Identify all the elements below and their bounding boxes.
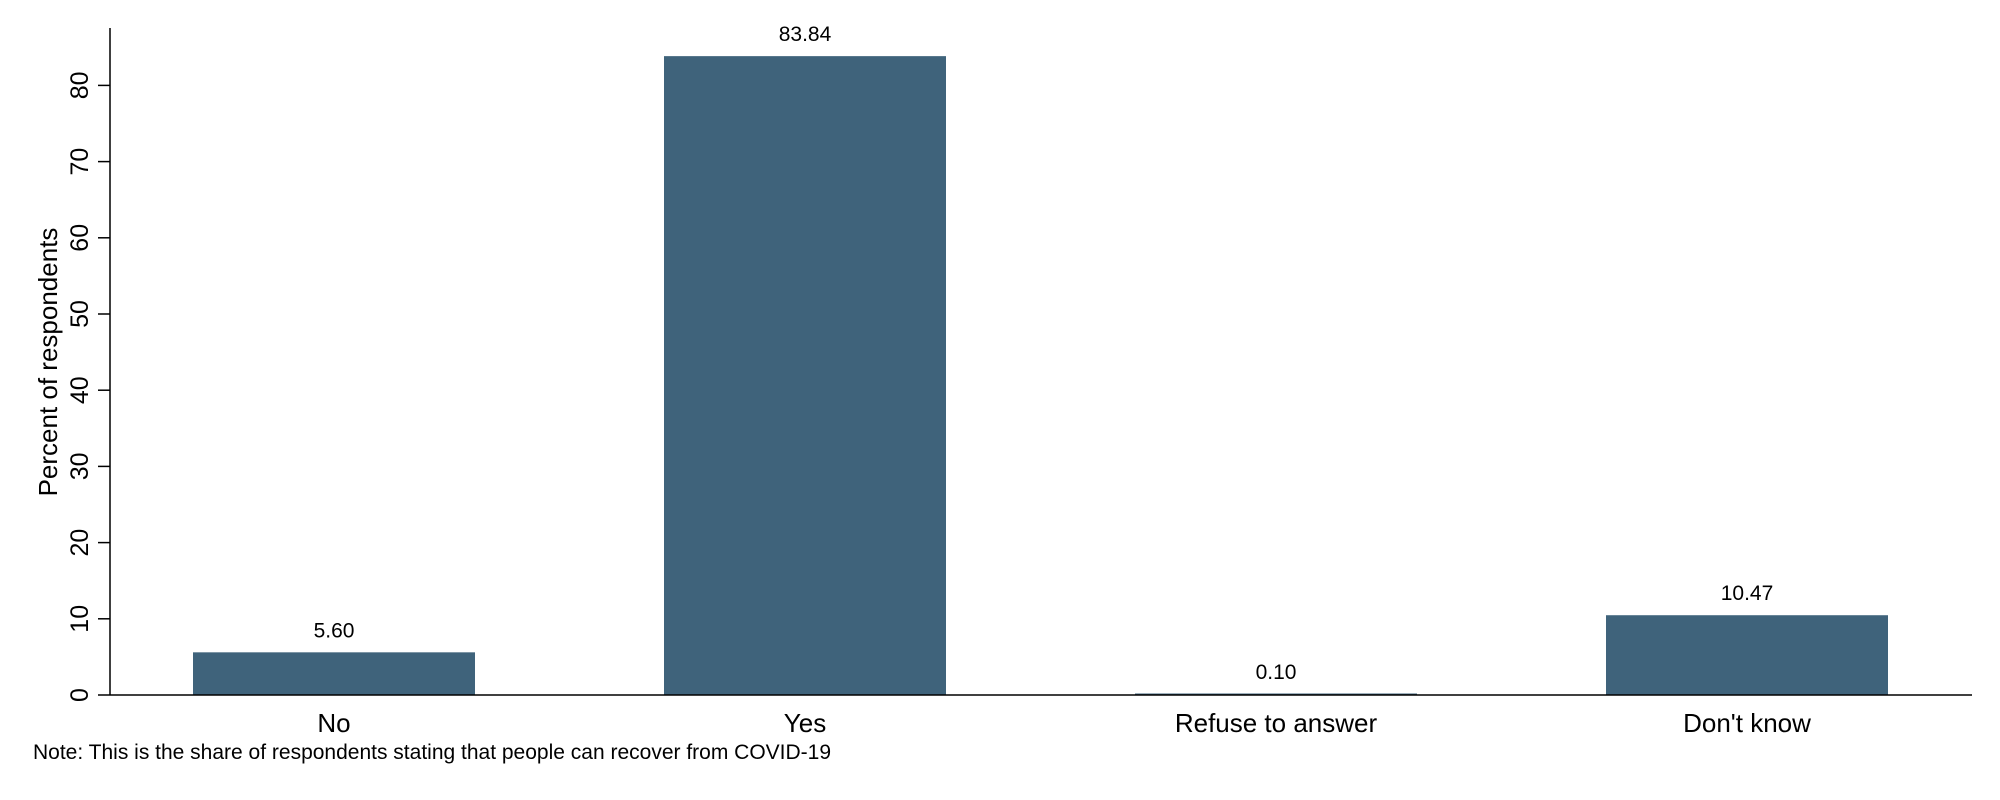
bars [193, 56, 1888, 695]
x-category-label: No [317, 708, 350, 738]
y-axis-ticks: 0 10 20 30 40 50 60 70 80 [66, 71, 110, 702]
x-category-label: Yes [784, 708, 826, 738]
y-tick-label: 50 [66, 300, 94, 328]
bar [664, 56, 946, 695]
y-tick-label: 10 [66, 605, 94, 633]
y-axis-title: Percent of respondents [33, 228, 63, 497]
y-tick-label: 30 [66, 452, 94, 480]
bar-value-label: 83.84 [779, 23, 832, 46]
x-category-label: Refuse to answer [1175, 708, 1378, 738]
y-tick-label: 20 [66, 529, 94, 557]
bar-value-label: 0.10 [1256, 661, 1297, 684]
y-tick-label: 60 [66, 224, 94, 252]
bar-value-label: 5.60 [314, 619, 355, 642]
bar [193, 652, 475, 695]
x-category-label: Don't know [1683, 708, 1811, 738]
y-tick-label: 80 [66, 71, 94, 99]
data-labels: 5.60 83.84 0.10 10.47 [314, 23, 1774, 684]
y-tick-label: 40 [66, 376, 94, 404]
y-tick-label: 70 [66, 148, 94, 176]
bar-value-label: 10.47 [1721, 582, 1774, 605]
chart-note: Note: This is the share of respondents s… [33, 741, 832, 764]
bar [1606, 615, 1888, 695]
y-tick-label: 0 [66, 688, 94, 702]
x-axis-category-labels: No Yes Refuse to answer Don't know [317, 708, 1811, 738]
